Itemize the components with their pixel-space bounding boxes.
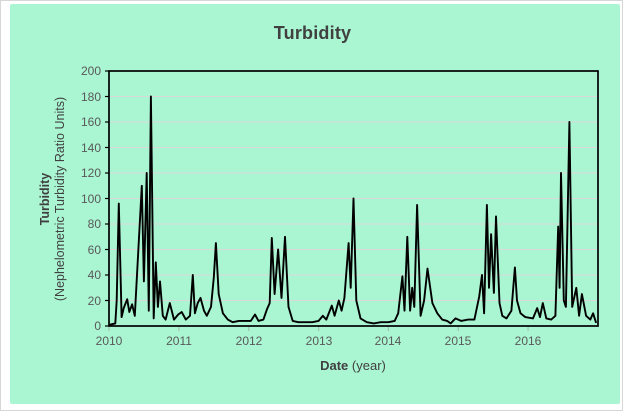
x-tick-label: 2013 — [305, 334, 333, 348]
y-axis-title-main: Turbidity — [38, 172, 52, 226]
y-tick-label: 160 — [80, 115, 101, 129]
x-tick-label: 2014 — [374, 334, 402, 348]
data-line-turbidity — [108, 95, 597, 326]
y-tick-label: 100 — [80, 192, 101, 206]
y-axis-title: Turbidity (Nephelometric Turbidity Ratio… — [38, 49, 68, 349]
plot-border — [108, 70, 599, 327]
y-tick-label: 120 — [80, 166, 101, 180]
x-axis-title-main: Date — [320, 358, 349, 373]
y-tick-label: 140 — [80, 141, 101, 155]
y-axis-title-units: (Nephelometric Turbidity Ratio Units) — [53, 96, 67, 302]
x-axis-title-units: (year) — [351, 358, 386, 373]
y-tick-label: 80 — [87, 217, 101, 231]
x-tick-label: 2015 — [444, 334, 472, 348]
y-tick-label: 180 — [80, 90, 101, 104]
x-tick-label: 2016 — [514, 334, 542, 348]
x-tick-label: 2011 — [166, 334, 192, 348]
y-tick-label: 20 — [87, 294, 101, 308]
x-tick-label: 2010 — [95, 334, 123, 348]
x-axis-title: Date (year) — [253, 358, 453, 373]
x-tick-label: 2012 — [235, 334, 263, 348]
y-tick-label: 40 — [87, 268, 101, 282]
y-tick-label: 0 — [94, 319, 101, 333]
y-tick-label: 200 — [80, 64, 101, 78]
chart-title: Turbidity — [273, 23, 352, 43]
y-tick-label: 60 — [87, 243, 101, 257]
